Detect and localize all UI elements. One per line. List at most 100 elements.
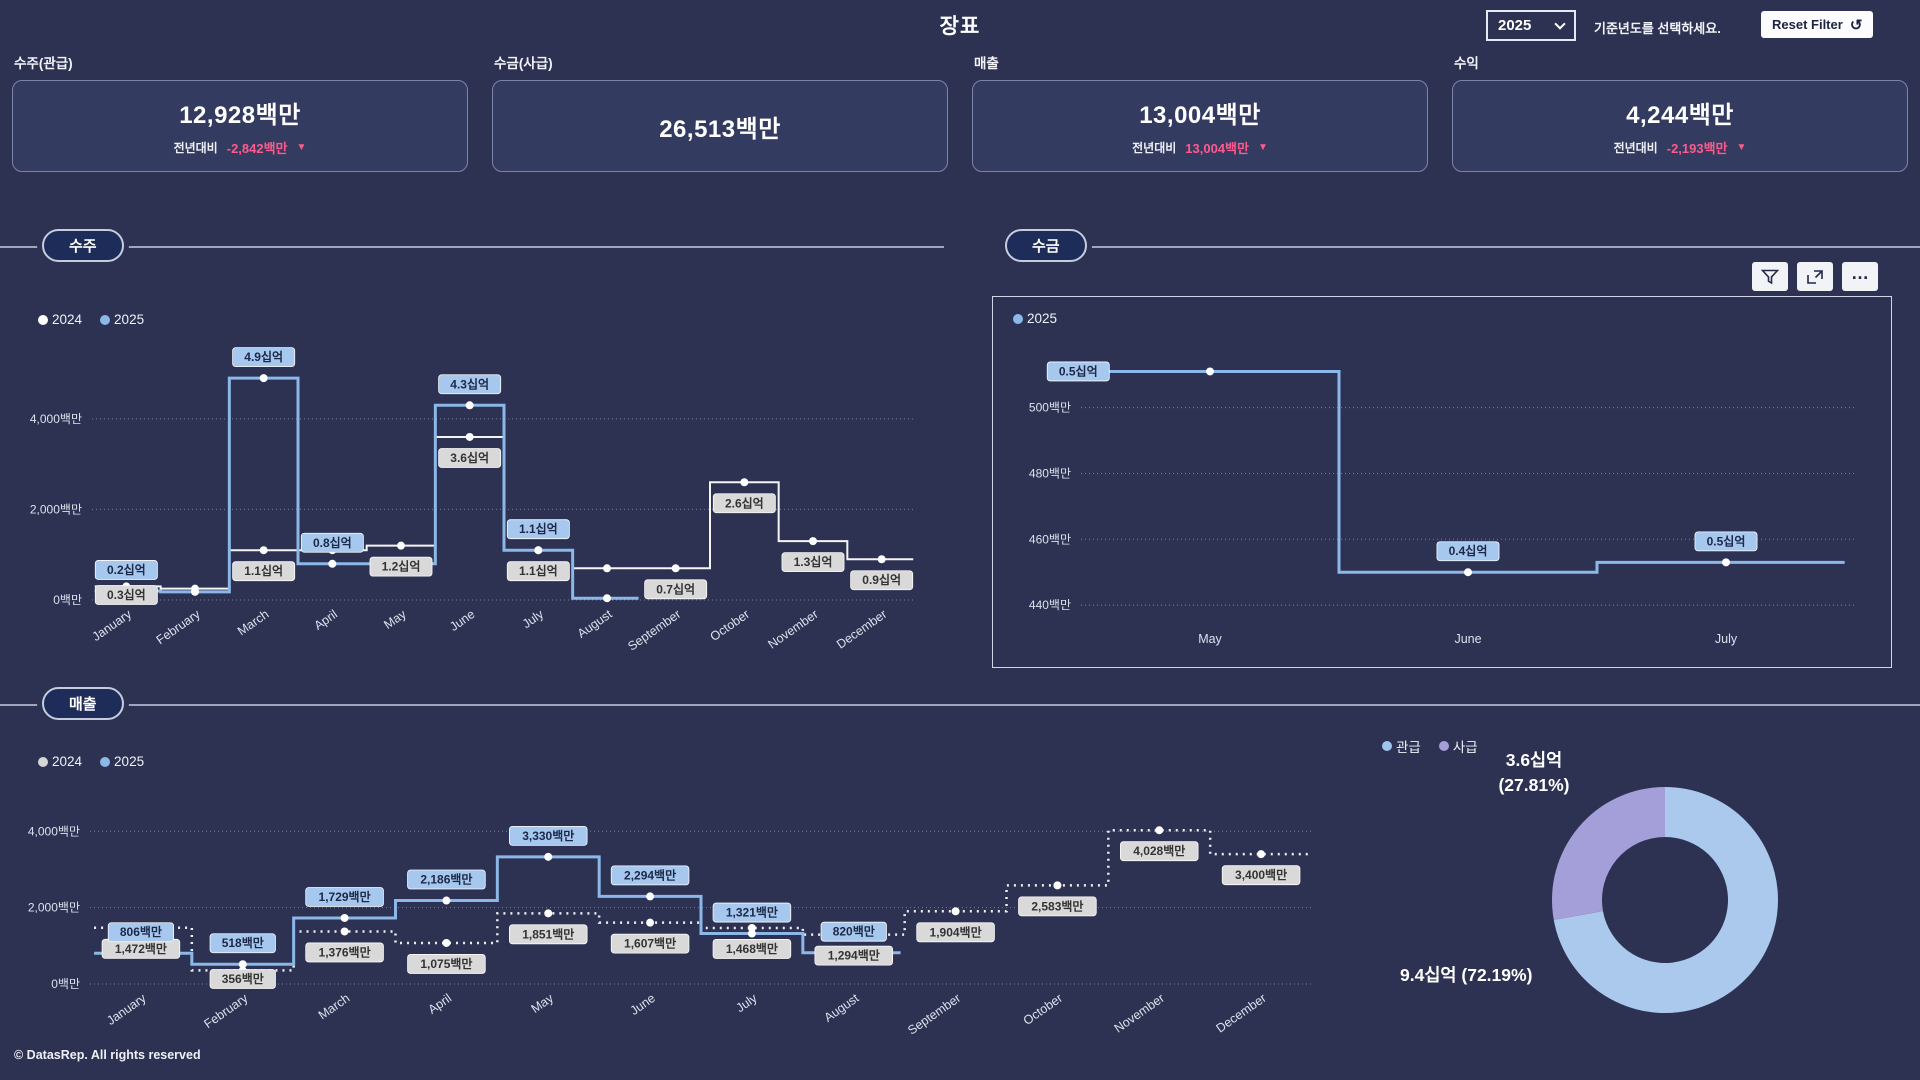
data-point[interactable] [646,918,655,927]
data-label [232,347,296,368]
x-axis-label: June [1454,632,1481,646]
kpi-maechul: 매출 13,004백만 전년대비 13,004백만 ▼ [972,52,1428,172]
data-label-text: 2,186백만 [420,872,472,887]
legend-label: 2025 [114,754,145,769]
data-point[interactable] [259,374,268,383]
legend-dot-icon [1013,313,1023,324]
data-point[interactable] [397,541,405,550]
data-point[interactable] [465,432,474,441]
x-axis-label: July [1715,632,1738,646]
data-point[interactable] [544,852,553,861]
legend-item-sageup[interactable]: 사급 [1438,736,1478,756]
x-axis-label: March [316,991,353,1022]
data-point[interactable] [465,401,474,410]
kpi-label: 매출 [974,56,999,71]
data-label [438,448,502,468]
year-dropdown-value: 2025 [1498,17,1532,34]
data-point[interactable] [1155,826,1164,835]
data-label [781,552,845,573]
data-point[interactable] [747,923,756,932]
data-point[interactable] [740,478,749,487]
kpi-compare: 전년대비 13,004백만 ▼ [1132,138,1268,157]
x-axis-label: September [625,607,683,654]
data-label-text: 1.1십억 [519,563,558,578]
data-label-text: 0.8십억 [313,535,352,550]
data-label [712,939,792,959]
legend-item-2024[interactable]: 2024 [38,312,82,327]
data-point[interactable] [442,938,451,947]
y-axis-label: 500백만 [1029,401,1071,415]
reset-filter-button[interactable]: Reset Filter ↺ [1761,11,1874,38]
data-point[interactable] [1206,367,1214,376]
suju-plot: 0백만 2,000백만 4,000백만 January February March Apr… [30,347,916,654]
legend-dot-icon [100,314,111,325]
y-axis-label: 0백만 [51,977,80,991]
y-axis-label: 440백만 [1029,598,1071,612]
legend-dot-icon [100,756,111,767]
legend-item-gwangeup[interactable]: 관급 [1382,736,1421,756]
legend-item-2024[interactable]: 2024 [38,754,82,769]
data-label-text: 1,904백만 [930,924,982,939]
legend-item-2025[interactable]: 2025 [100,312,144,327]
kpi-compare: 전년대비 -2,193백만 ▼ [1614,138,1747,157]
data-label [508,924,588,945]
data-label-text: 3,330백만 [522,828,574,843]
kpi-compare-label: 전년대비 [1613,141,1658,155]
x-axis-label: December [1214,991,1269,1036]
maechul-legend: 2024 2025 [38,754,144,769]
data-point[interactable] [951,907,960,916]
data-point[interactable] [328,559,337,568]
focus-mode-icon[interactable] [1797,262,1833,291]
data-point[interactable] [603,564,611,573]
data-point[interactable] [809,537,817,546]
data-point[interactable] [603,594,611,603]
data-point[interactable] [534,546,543,555]
data-point[interactable] [238,960,247,969]
data-label [644,579,708,600]
page-title: 장표 [939,15,981,38]
donut-slice-gwangeup[interactable] [1553,787,1779,1013]
data-label-text: 356백만 [222,971,264,986]
legend-item-2025[interactable]: 2025 [100,754,144,769]
legend-item-2025[interactable]: 2025 [1013,311,1057,326]
ellipsis-icon: … [1851,262,1869,283]
data-point[interactable] [259,546,268,555]
data-point[interactable] [1722,558,1730,567]
y-axis-label: 2,000백만 [28,901,80,915]
data-point[interactable] [747,929,756,938]
data-label-text: 1,468백만 [726,941,778,956]
data-label-text: 1.1십억 [519,521,558,536]
data-point[interactable] [646,892,655,901]
data-label [305,942,384,963]
data-label [407,954,486,974]
data-point[interactable] [1464,568,1472,577]
x-axis-label: August [822,991,862,1025]
filter-icon[interactable] [1752,262,1788,291]
data-point[interactable] [544,909,553,918]
data-label [1436,541,1500,562]
data-point[interactable] [340,927,349,936]
kpi-compare: 전년대비 -2,842백만 ▼ [174,138,307,157]
more-options-icon[interactable]: … [1842,262,1878,291]
data-label [712,902,792,923]
donut-slice-sageup[interactable] [1552,787,1665,920]
reset-filter-label: Reset Filter [1772,17,1843,32]
data-point[interactable] [340,913,349,922]
data-point[interactable] [442,896,451,905]
data-point[interactable] [877,555,886,564]
x-axis-label: November [1112,991,1167,1036]
data-point[interactable] [191,587,199,596]
kpi-value: 26,513백만 [659,115,781,143]
data-point[interactable] [1053,881,1062,890]
data-label [506,519,570,540]
data-label-text: 0.5십억 [1707,533,1746,548]
data-label [850,570,914,591]
data-label [305,887,384,907]
year-dropdown[interactable]: 2025 [1486,10,1576,41]
data-point[interactable] [1257,850,1266,859]
kpi-label: 수익 [1454,56,1479,71]
data-label [506,561,570,582]
data-point[interactable] [671,564,680,573]
data-label-text: 1,729백만 [319,889,371,904]
data-label [916,922,995,943]
